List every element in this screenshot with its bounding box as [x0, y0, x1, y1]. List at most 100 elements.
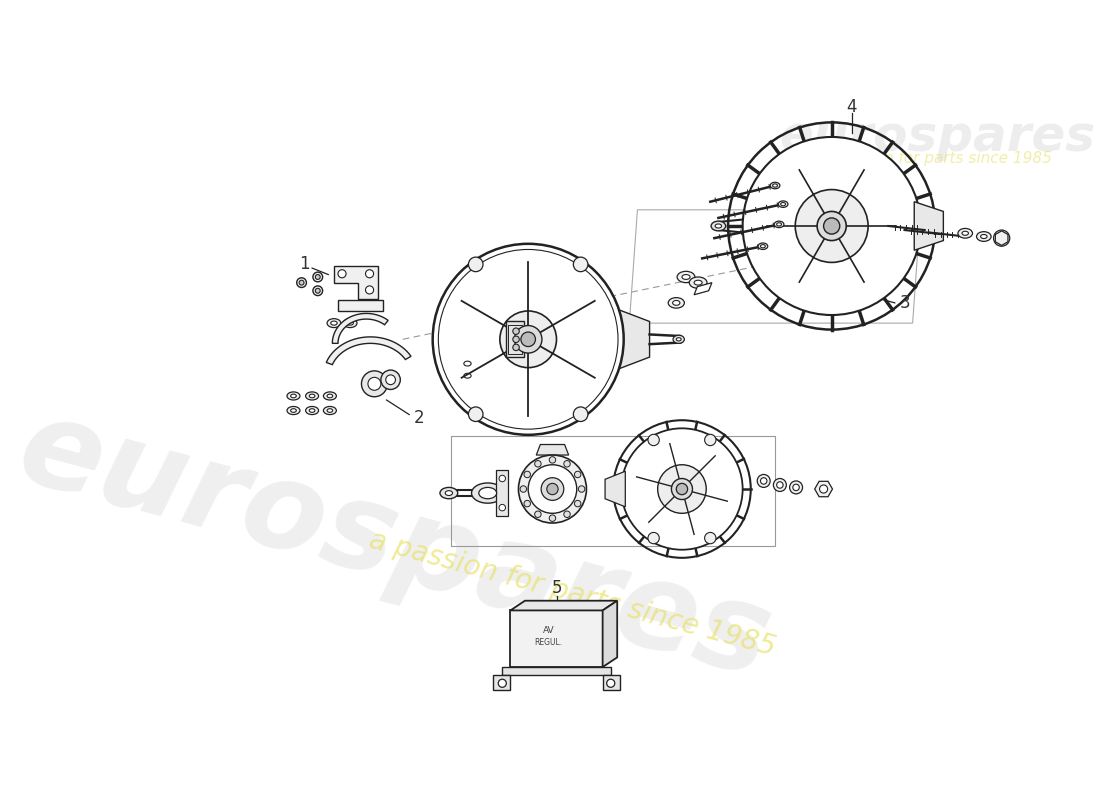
Text: 5: 5	[551, 578, 562, 597]
Ellipse shape	[287, 406, 300, 414]
Circle shape	[432, 244, 624, 435]
Polygon shape	[338, 300, 383, 311]
Ellipse shape	[290, 409, 296, 412]
Circle shape	[817, 211, 846, 241]
Ellipse shape	[977, 232, 991, 242]
Ellipse shape	[678, 271, 695, 282]
Ellipse shape	[290, 394, 296, 398]
Ellipse shape	[460, 358, 475, 369]
Polygon shape	[510, 601, 617, 610]
Circle shape	[518, 455, 586, 523]
Ellipse shape	[346, 321, 353, 325]
Ellipse shape	[331, 321, 338, 325]
Polygon shape	[496, 470, 508, 516]
Circle shape	[499, 505, 506, 511]
Circle shape	[547, 483, 558, 494]
Circle shape	[528, 465, 576, 514]
Circle shape	[676, 483, 688, 494]
Circle shape	[515, 326, 542, 353]
Circle shape	[773, 478, 786, 491]
Text: REGUL.: REGUL.	[535, 638, 562, 647]
Circle shape	[579, 486, 585, 492]
Text: AV: AV	[542, 626, 554, 635]
Polygon shape	[603, 675, 620, 690]
Circle shape	[705, 533, 716, 544]
Text: a passion for parts since 1985: a passion for parts since 1985	[822, 151, 1053, 166]
Ellipse shape	[779, 201, 788, 207]
Circle shape	[574, 471, 581, 478]
Circle shape	[648, 533, 659, 544]
Polygon shape	[332, 314, 388, 343]
Circle shape	[367, 378, 381, 390]
Circle shape	[365, 286, 374, 294]
Circle shape	[338, 270, 346, 278]
Ellipse shape	[327, 409, 332, 412]
Circle shape	[742, 137, 921, 315]
Circle shape	[573, 257, 587, 272]
Ellipse shape	[690, 277, 707, 288]
Polygon shape	[603, 601, 617, 667]
Ellipse shape	[672, 301, 680, 306]
Circle shape	[386, 375, 396, 385]
Circle shape	[671, 478, 693, 499]
Circle shape	[499, 311, 557, 368]
Polygon shape	[510, 610, 603, 667]
Ellipse shape	[446, 490, 452, 495]
Ellipse shape	[774, 221, 784, 228]
Ellipse shape	[715, 224, 722, 228]
Text: 1: 1	[299, 255, 309, 273]
Polygon shape	[334, 266, 378, 299]
Ellipse shape	[682, 274, 690, 279]
Circle shape	[824, 218, 839, 234]
Circle shape	[648, 434, 659, 446]
Ellipse shape	[327, 394, 332, 398]
Circle shape	[312, 286, 322, 295]
Circle shape	[316, 274, 320, 279]
Text: eurospares: eurospares	[779, 113, 1094, 161]
Text: 4: 4	[847, 98, 857, 116]
Circle shape	[312, 272, 322, 282]
Polygon shape	[506, 322, 524, 357]
Polygon shape	[327, 337, 411, 365]
Ellipse shape	[323, 392, 337, 400]
Ellipse shape	[309, 394, 315, 398]
Circle shape	[297, 278, 307, 287]
Ellipse shape	[760, 245, 766, 248]
Ellipse shape	[343, 318, 358, 327]
Circle shape	[498, 679, 506, 687]
Ellipse shape	[711, 221, 726, 231]
Ellipse shape	[758, 243, 768, 250]
Circle shape	[316, 288, 320, 293]
Circle shape	[573, 407, 587, 422]
Circle shape	[524, 500, 530, 507]
Ellipse shape	[464, 374, 471, 378]
Circle shape	[757, 474, 770, 487]
Circle shape	[524, 471, 530, 478]
Circle shape	[520, 486, 527, 492]
Ellipse shape	[958, 229, 972, 238]
Circle shape	[793, 484, 800, 490]
Polygon shape	[616, 309, 650, 370]
Ellipse shape	[694, 280, 702, 285]
Ellipse shape	[460, 370, 475, 381]
Circle shape	[513, 344, 519, 350]
Circle shape	[541, 478, 564, 500]
Ellipse shape	[962, 231, 968, 235]
Circle shape	[469, 407, 483, 422]
Circle shape	[549, 457, 556, 463]
Circle shape	[381, 370, 400, 390]
Polygon shape	[493, 675, 510, 690]
Ellipse shape	[323, 406, 337, 414]
Ellipse shape	[306, 392, 319, 400]
Ellipse shape	[673, 335, 684, 343]
Polygon shape	[694, 282, 712, 294]
Circle shape	[469, 257, 483, 272]
Circle shape	[790, 481, 803, 494]
Polygon shape	[605, 471, 625, 507]
Circle shape	[574, 500, 581, 507]
Circle shape	[658, 465, 706, 514]
Ellipse shape	[306, 406, 319, 414]
Circle shape	[513, 336, 519, 342]
Ellipse shape	[440, 487, 458, 498]
Circle shape	[499, 475, 506, 482]
